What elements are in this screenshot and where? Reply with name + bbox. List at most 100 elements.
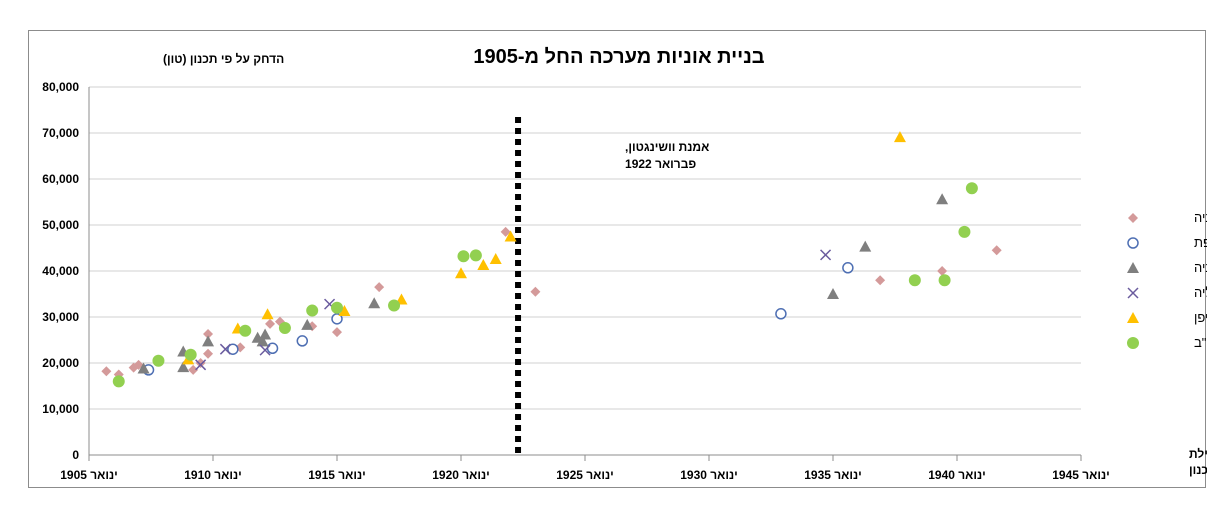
data-point [958,225,971,238]
gridlines [89,86,1081,410]
x-tick-label: ינואר 1940 [928,468,986,482]
data-point [274,316,285,327]
data-point [261,308,274,320]
data-point [202,335,215,347]
x-tick-label: ינואר 1920 [432,468,490,482]
data-point [188,364,199,375]
x-axis-label-line: חודש תחילת [1189,447,1207,461]
data-point [842,262,854,274]
data-point [332,327,342,338]
y-tick-label: 10,000 [42,402,79,416]
data-point [455,267,467,279]
data-point [227,343,239,355]
data-point [936,193,949,205]
data-point [251,331,264,343]
x-marker-stroke [1127,287,1139,299]
legend-marker [1127,337,1139,349]
y-tick-label: 30,000 [42,310,79,324]
y-tick-label: 40,000 [42,264,79,278]
legend-marker [1127,312,1139,323]
x-axis-label: חודש תחילת בנייה או תכנון [1189,447,1207,477]
treaty-annotation-line: אמנת וושינגטון, [625,140,709,154]
data-point [469,249,482,262]
data-point [368,297,381,309]
data-point [331,301,343,314]
data-point [893,131,906,143]
data-point [827,288,839,299]
legend-marker [1127,287,1139,299]
legend-marker [1127,237,1139,249]
legend-label: בריטניה [1194,210,1207,225]
treaty-annotation-line: פברואר 1922 [625,157,696,171]
series-3 [195,249,832,371]
data-point [259,328,272,340]
chart-title: בניית אוניות מערכה החל מ-1905 [473,46,764,68]
x-marker-stroke [219,343,231,355]
data-point [374,282,385,293]
data-point [101,366,112,377]
axes: 0 10,000 20,000 30,000 40,000 50,000 60,000 70,… [42,80,1207,482]
scatter-chart: 0 10,000 20,000 30,000 40,000 50,000 60,000 70,… [42,46,1207,482]
y-tick-label: 0 [72,448,79,462]
data-point [278,322,291,335]
x-tick-label: ינואר 1910 [184,468,242,482]
y-tick-label: 60,000 [42,172,79,186]
series-2 [137,193,949,374]
data-point [301,318,314,330]
data-point [457,250,470,263]
data-point [338,305,351,317]
x-tick-label: ינואר 1935 [804,468,862,482]
x-marker-stroke [195,359,207,371]
series-0 [101,226,1002,380]
data-point [938,274,951,287]
data-point [112,375,125,388]
data-point [908,274,921,287]
data-point [875,275,886,286]
x-tick-label: ינואר 1945 [1052,468,1110,482]
data-point [177,361,190,373]
x-tick-label: ינואר 1905 [60,468,118,482]
data-point [266,342,279,355]
data-point [203,329,214,340]
legend-marker [1127,262,1139,273]
data-point [991,245,1002,256]
y-tick-label: 20,000 [42,356,79,370]
data-point [331,313,343,325]
legend: בריטניה צרפת גרמניה איטליה יפן ארה"ב [1127,210,1207,350]
data-point [489,253,502,265]
y-tick-label: 80,000 [42,80,79,94]
data-point [195,359,207,371]
data-point [965,182,978,195]
data-point [195,358,206,368]
series-4 [182,131,906,365]
data-point [265,318,276,329]
data-point [239,324,252,337]
x-marker-stroke [820,249,832,261]
data-point [388,299,401,312]
data-point [859,240,872,252]
data-points [101,131,1002,388]
data-point [296,335,309,347]
data-point [500,226,511,237]
x-marker-stroke [324,298,336,310]
data-point [203,348,214,359]
data-point [306,304,319,317]
data-point [184,348,197,361]
legend-label: יפן [1194,310,1207,325]
data-point [820,249,832,261]
x-marker-stroke [259,344,271,356]
series-1 [142,262,854,376]
x-axis-label-line: בנייה או תכנון [1189,463,1207,477]
data-point [152,354,165,367]
treaty-annotation: אמנת וושינגטון, פברואר 1922 [515,117,709,455]
x-tick-label: ינואר 1915 [308,468,366,482]
y-axis-label: הדחק על פי תכנון (טון) [163,52,284,66]
data-point [133,359,144,370]
data-point [219,343,231,355]
x-tick-label: ינואר 1930 [680,468,738,482]
data-point [530,286,541,297]
legend-label: צרפת [1194,235,1207,250]
y-tick-label: 70,000 [42,126,79,140]
data-point [937,266,948,276]
data-point [504,230,517,242]
